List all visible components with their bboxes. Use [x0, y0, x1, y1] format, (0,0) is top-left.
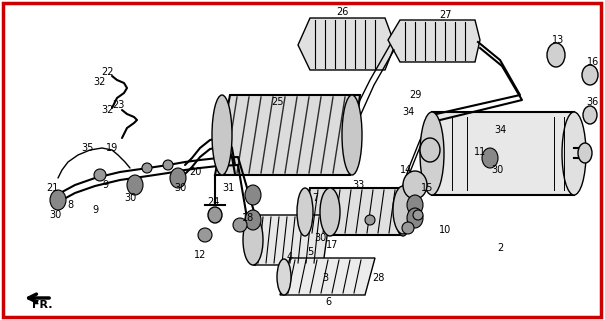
- Text: 29: 29: [409, 90, 421, 100]
- Text: 2: 2: [497, 243, 503, 253]
- Text: 36: 36: [586, 97, 598, 107]
- Text: 21: 21: [46, 183, 58, 193]
- Text: 8: 8: [67, 200, 73, 210]
- Ellipse shape: [578, 143, 592, 163]
- Text: 34: 34: [402, 107, 414, 117]
- Text: 4: 4: [287, 252, 293, 262]
- Ellipse shape: [365, 215, 375, 225]
- Text: 11: 11: [474, 147, 486, 157]
- Text: 26: 26: [336, 7, 348, 17]
- Text: 23: 23: [112, 100, 124, 110]
- Ellipse shape: [407, 195, 423, 215]
- Ellipse shape: [583, 106, 597, 124]
- Text: 12: 12: [194, 250, 206, 260]
- Text: 6: 6: [325, 297, 331, 307]
- Text: 30: 30: [49, 210, 61, 220]
- Text: 9: 9: [102, 180, 108, 190]
- Text: 9: 9: [92, 205, 98, 215]
- Ellipse shape: [245, 185, 261, 205]
- Ellipse shape: [297, 188, 313, 236]
- Ellipse shape: [233, 218, 247, 232]
- Ellipse shape: [403, 171, 427, 199]
- Text: 14: 14: [400, 165, 412, 175]
- Ellipse shape: [243, 215, 263, 265]
- Text: 5: 5: [307, 247, 313, 257]
- Text: 3: 3: [322, 273, 328, 283]
- Ellipse shape: [198, 228, 212, 242]
- Ellipse shape: [212, 95, 232, 175]
- Ellipse shape: [208, 207, 222, 223]
- Text: 16: 16: [587, 57, 599, 67]
- Ellipse shape: [547, 43, 565, 67]
- Text: 28: 28: [372, 273, 384, 283]
- Text: 32: 32: [102, 105, 114, 115]
- Polygon shape: [388, 20, 480, 62]
- Text: 32: 32: [94, 77, 106, 87]
- Text: 17: 17: [326, 240, 338, 250]
- Ellipse shape: [402, 222, 414, 234]
- Ellipse shape: [94, 169, 106, 181]
- Text: FR.: FR.: [31, 300, 52, 310]
- Text: 15: 15: [421, 183, 433, 193]
- Ellipse shape: [342, 95, 362, 175]
- Ellipse shape: [50, 190, 66, 210]
- Ellipse shape: [142, 163, 152, 173]
- Ellipse shape: [562, 112, 586, 195]
- Polygon shape: [298, 18, 395, 70]
- Polygon shape: [280, 258, 375, 295]
- Text: 13: 13: [552, 35, 564, 45]
- Text: 18: 18: [242, 213, 254, 223]
- Ellipse shape: [277, 259, 291, 295]
- Polygon shape: [253, 215, 330, 265]
- Text: 24: 24: [207, 197, 219, 207]
- Text: 19: 19: [106, 143, 118, 153]
- Ellipse shape: [393, 186, 413, 234]
- Ellipse shape: [245, 210, 261, 230]
- Ellipse shape: [127, 175, 143, 195]
- Ellipse shape: [420, 112, 444, 195]
- Ellipse shape: [482, 148, 498, 168]
- Text: 25: 25: [272, 97, 284, 107]
- Ellipse shape: [582, 65, 598, 85]
- Text: 30: 30: [124, 193, 136, 203]
- Text: 7: 7: [312, 193, 318, 203]
- Text: 35: 35: [82, 143, 94, 153]
- Text: 27: 27: [439, 10, 451, 20]
- Polygon shape: [302, 188, 408, 235]
- Ellipse shape: [170, 168, 186, 188]
- Text: 34: 34: [494, 125, 506, 135]
- Ellipse shape: [163, 160, 173, 170]
- Ellipse shape: [320, 188, 340, 236]
- Ellipse shape: [420, 138, 440, 162]
- Ellipse shape: [413, 210, 423, 220]
- Text: 10: 10: [439, 225, 451, 235]
- Text: 33: 33: [352, 180, 364, 190]
- Polygon shape: [215, 95, 360, 175]
- Text: 30: 30: [491, 165, 503, 175]
- Ellipse shape: [395, 188, 411, 236]
- Text: 31: 31: [222, 183, 234, 193]
- Text: 20: 20: [189, 167, 201, 177]
- Text: 22: 22: [102, 67, 114, 77]
- Bar: [432, 112, 574, 195]
- Ellipse shape: [407, 208, 423, 228]
- Text: 30: 30: [314, 233, 326, 243]
- Text: 30: 30: [174, 183, 186, 193]
